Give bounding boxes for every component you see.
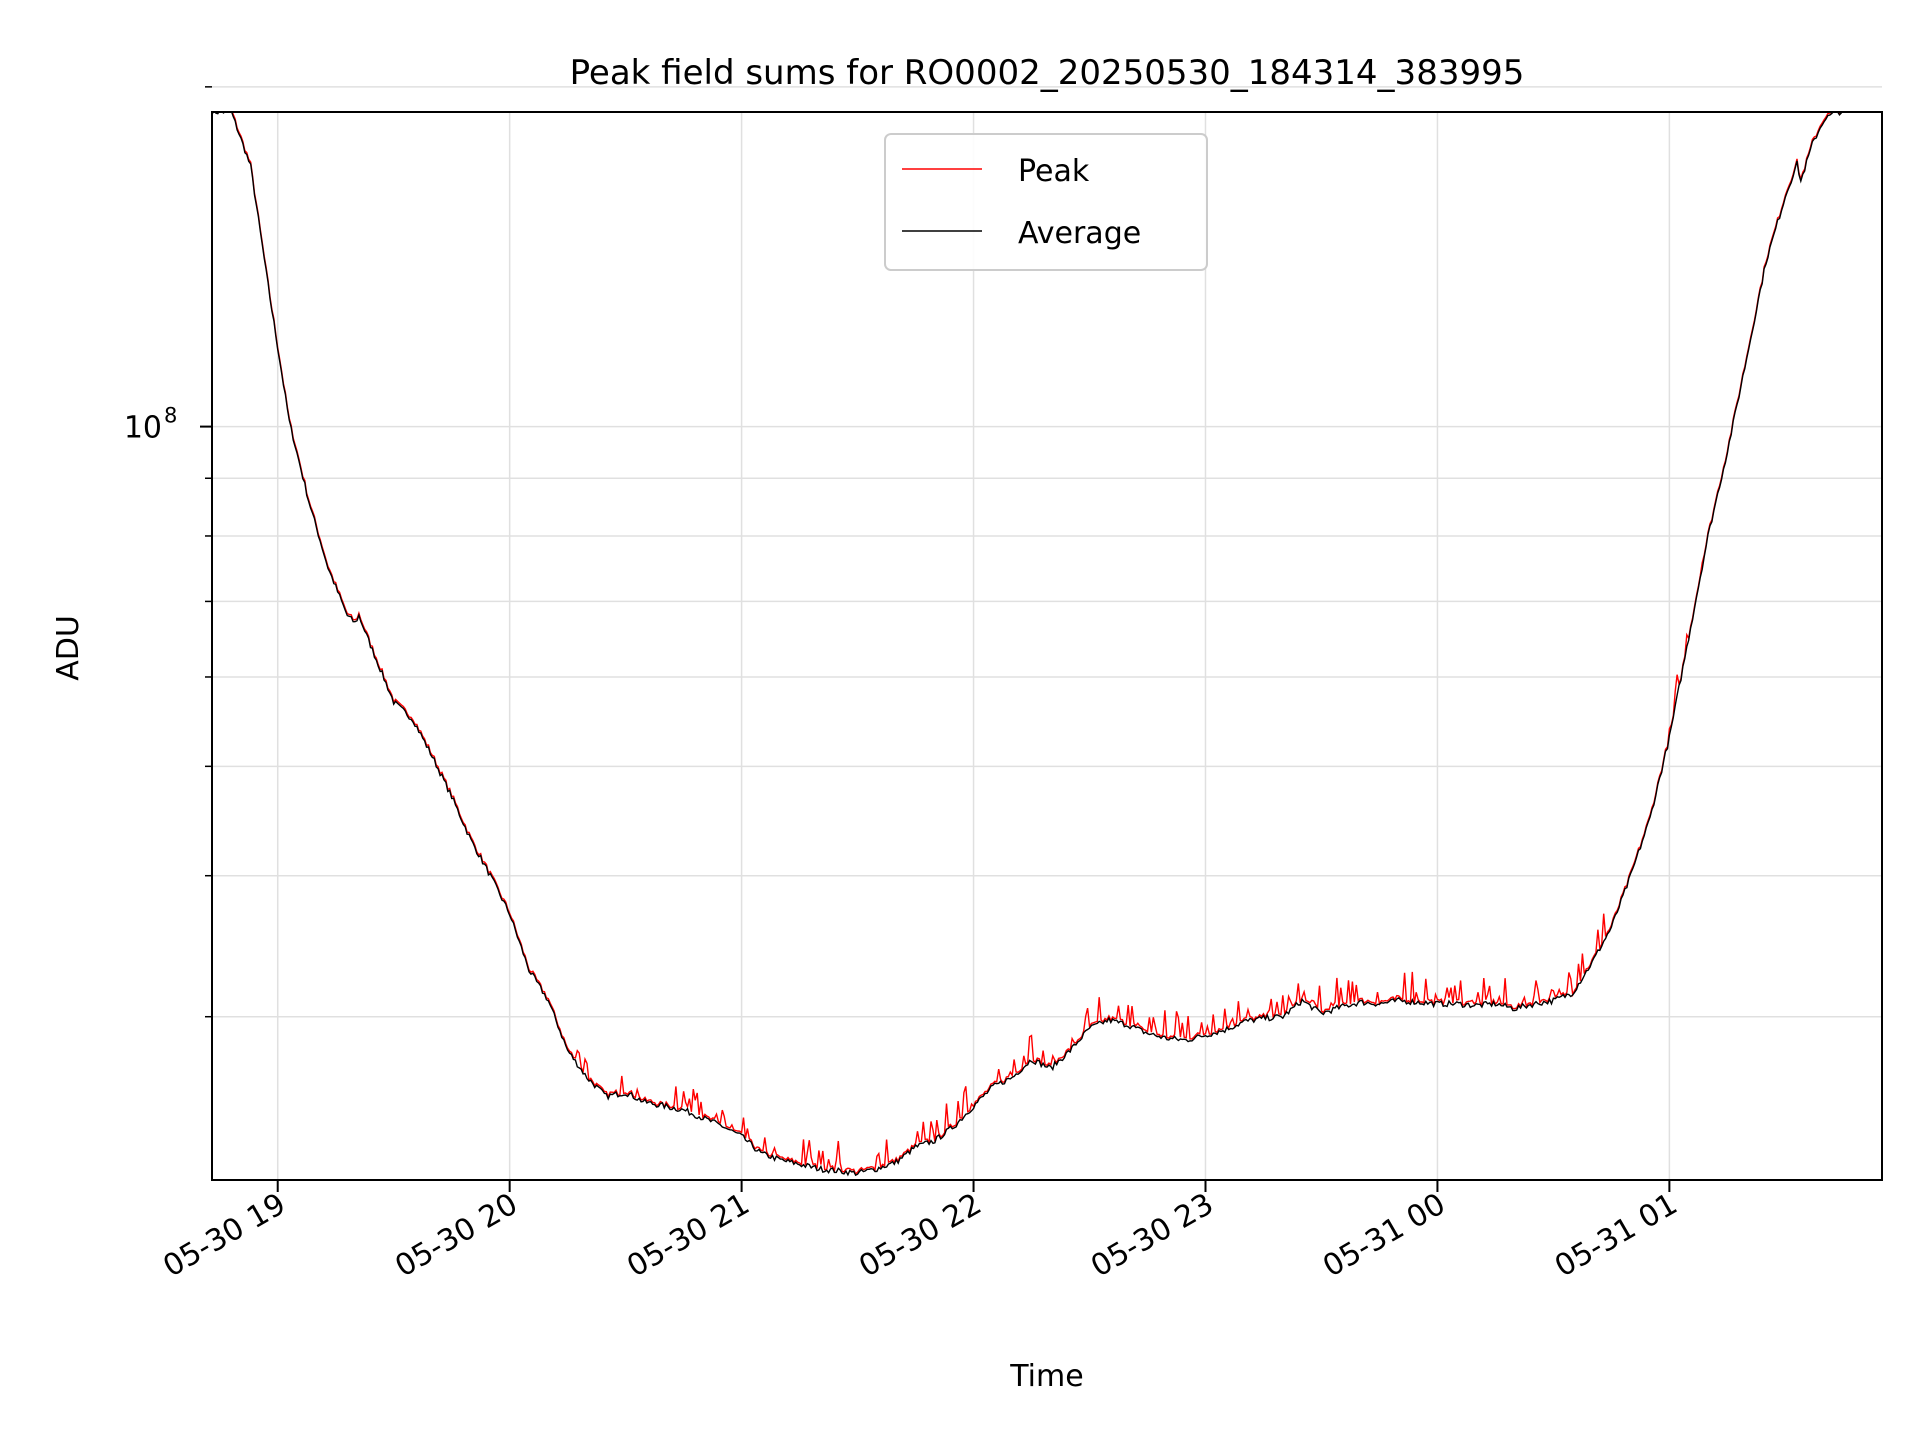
series-layer — [212, 112, 1843, 1177]
y-axis: 10 8 — [124, 86, 212, 1018]
y-tick-label-exponent: 8 — [164, 404, 177, 428]
series-line-average — [212, 112, 1843, 1177]
y-axis-label: ADU — [51, 615, 86, 681]
legend: Peak Average — [884, 133, 1208, 271]
grid — [212, 86, 1882, 1180]
legend-label-average: Average — [1018, 216, 1141, 251]
legend-label-peak: Peak — [1018, 154, 1090, 189]
y-tick-label: 10 — [124, 411, 162, 446]
series-line-peak — [212, 112, 1842, 1176]
x-axis-label: Time — [1009, 1359, 1083, 1394]
plot-frame — [211, 111, 1883, 1181]
legend-box — [884, 133, 1208, 271]
